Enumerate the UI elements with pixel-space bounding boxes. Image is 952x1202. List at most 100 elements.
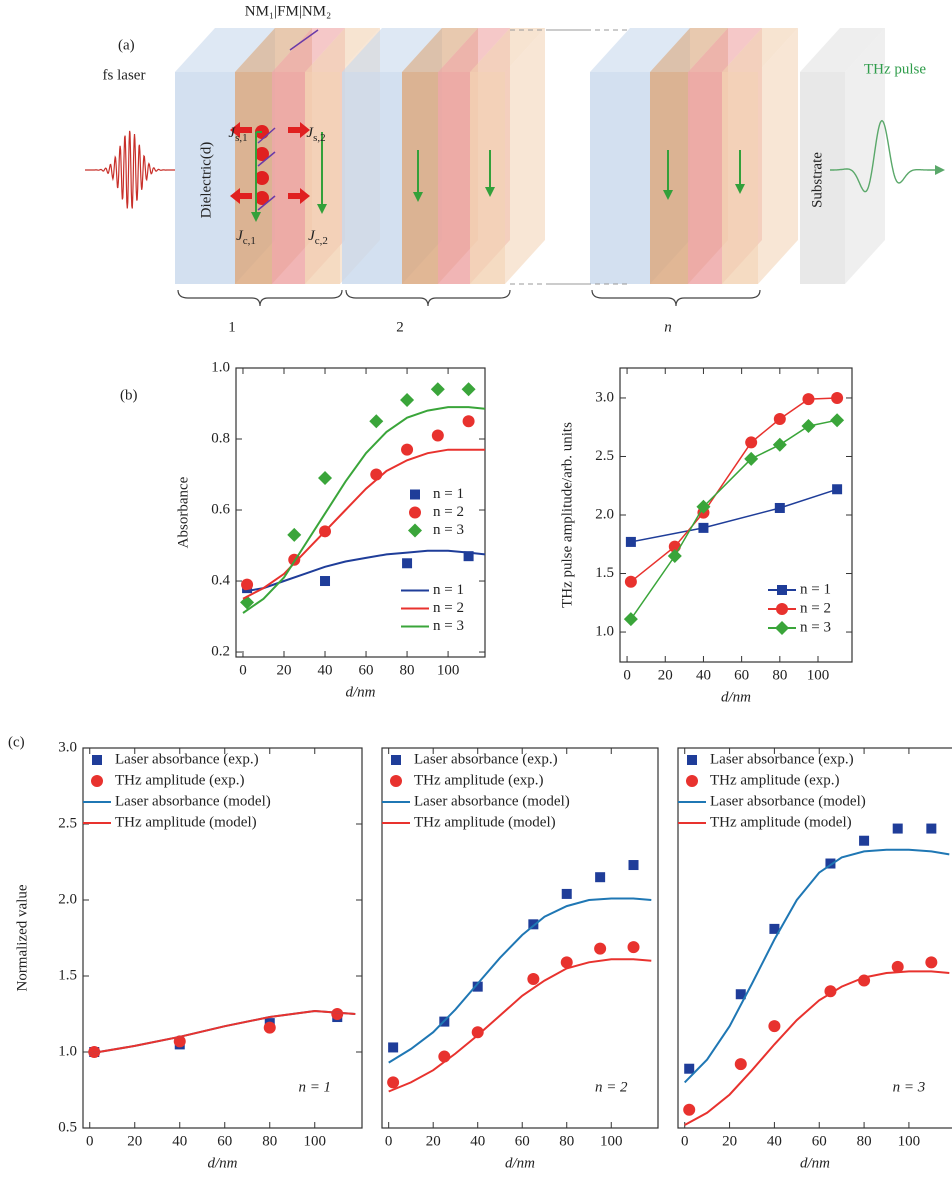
series-layer [240, 382, 485, 614]
arrow-head [935, 165, 945, 175]
series-line [630, 488, 838, 543]
marker [430, 382, 445, 397]
y-axis-label: THz pulse amplitude/arb. units [559, 422, 575, 608]
series-line [388, 958, 652, 1093]
marker [318, 471, 333, 486]
marker [831, 391, 844, 404]
marker [735, 989, 746, 1000]
marker [462, 415, 475, 428]
panel-label: (a) [118, 37, 135, 53]
x-tick-label: 100 [898, 1133, 921, 1149]
marker [241, 578, 254, 591]
marker [774, 502, 785, 513]
marker [409, 506, 421, 519]
marker [400, 392, 415, 407]
legend-label: THz amplitude (exp.) [115, 772, 245, 788]
chart: 0 20 40 60 80 100 0.2 0.4 0.6 0.8 1.0 d/nm Absorbanc… [175, 359, 486, 700]
brace [345, 289, 511, 307]
slab-front [688, 72, 722, 284]
marker [391, 755, 401, 765]
current-symbol: J [306, 125, 314, 141]
slab-front [800, 72, 845, 284]
arrow-head [230, 188, 240, 204]
marker [92, 755, 102, 765]
annotation: n = 3 [893, 1079, 926, 1095]
x-tick-label: 80 [772, 667, 787, 683]
x-tick-label: 20 [722, 1133, 737, 1149]
panel-label: (c) [8, 734, 25, 750]
chart: 0 20 40 60 80 100 d/nm Laser absorbance (exp.) T… [677, 747, 952, 1171]
x-tick-label: 40 [696, 667, 711, 683]
legend-label: n = 2 [433, 600, 464, 616]
arrow-head [230, 122, 240, 138]
marker [698, 522, 709, 533]
marker [623, 612, 638, 627]
legend-label: THz amplitude (model) [414, 814, 556, 830]
current-symbol: J [228, 125, 236, 141]
marker [263, 1021, 276, 1034]
marker [561, 888, 572, 899]
slab-top [688, 28, 762, 72]
arrow-head [413, 192, 423, 202]
arrow-head [300, 122, 310, 138]
marker [892, 823, 903, 834]
marker [859, 835, 870, 846]
slab-front [175, 72, 235, 284]
marker [595, 872, 606, 883]
marker [402, 558, 413, 569]
slab-top [722, 28, 798, 72]
y-tick-label: 2.0 [595, 506, 614, 522]
arrow-head [663, 190, 673, 200]
legend-label: n = 2 [800, 600, 831, 616]
marker [390, 775, 402, 787]
legend-label: n = 1 [433, 486, 464, 502]
marker [401, 443, 414, 456]
x-tick-label: 60 [812, 1133, 827, 1149]
arrow-head [300, 188, 310, 204]
plots: 0 20 40 60 80 100 0.2 0.4 0.6 0.8 1.0 d/nm Absorbanc… [14, 359, 952, 1171]
legend-label: THz amplitude (exp.) [710, 772, 840, 788]
x-axis-label: d/nm [346, 684, 376, 700]
legend-label: n = 2 [433, 504, 464, 520]
annotation: n = 1 [298, 1079, 331, 1095]
x-tick-label: 0 [239, 662, 247, 678]
marker [772, 437, 787, 452]
legend-label: n = 3 [433, 618, 464, 634]
y-tick-label: 1.0 [211, 359, 230, 375]
plot-frame [677, 747, 952, 1129]
current-label: Jc,2 [308, 228, 328, 246]
marker [776, 603, 788, 615]
current-symbol: J [236, 228, 244, 244]
marker [891, 960, 904, 973]
y-tick-label: 1.0 [58, 1043, 77, 1059]
slab-top [650, 28, 728, 72]
current-symbol: J [308, 228, 316, 244]
magnetization [257, 151, 276, 167]
thz-label: THz pulse [864, 61, 926, 77]
legend-label: n = 1 [433, 582, 464, 598]
marker [627, 941, 640, 954]
series-layer [88, 1008, 356, 1058]
series-line [684, 970, 950, 1126]
x-tick-label: 60 [734, 667, 749, 683]
brace [177, 289, 343, 307]
magnetization [257, 127, 276, 144]
legend-label: Laser absorbance (exp.) [710, 751, 854, 767]
y-tick-label: 1.5 [595, 565, 614, 581]
x-tick-label: 80 [857, 1133, 872, 1149]
x-tick-label: 100 [437, 662, 460, 678]
x-axis-label: d/nm [208, 1155, 238, 1171]
legend-label: THz amplitude (model) [115, 814, 257, 830]
slab-top [342, 28, 442, 72]
marker [683, 1103, 696, 1116]
y-tick-label: 2.5 [595, 448, 614, 464]
current-label: Js,2 [306, 125, 325, 143]
slab-top [305, 28, 380, 72]
marker [461, 382, 476, 397]
slab-front [342, 72, 402, 284]
marker [830, 413, 845, 428]
slab-top [800, 28, 885, 72]
marker [463, 551, 474, 562]
y-tick-label: 1.0 [595, 623, 614, 639]
plot-frame [82, 747, 363, 1129]
